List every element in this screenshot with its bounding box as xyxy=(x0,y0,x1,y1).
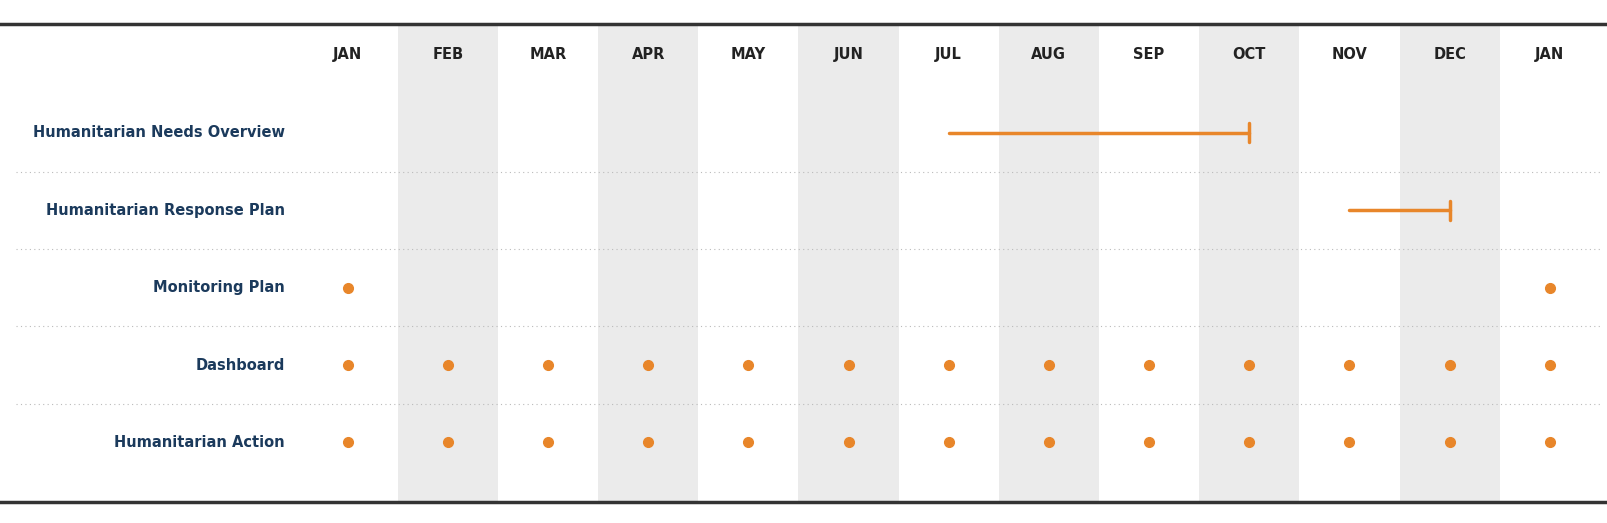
Text: MAY: MAY xyxy=(730,48,765,62)
Text: Dashboard: Dashboard xyxy=(194,358,284,372)
Text: JAN: JAN xyxy=(333,48,362,62)
Text: APR: APR xyxy=(632,48,664,62)
Text: Monitoring Plan: Monitoring Plan xyxy=(153,280,284,295)
Text: JUL: JUL xyxy=(935,48,961,62)
Text: Humanitarian Needs Overview: Humanitarian Needs Overview xyxy=(32,126,284,140)
Text: JAN: JAN xyxy=(1535,48,1564,62)
Text: Humanitarian Action: Humanitarian Action xyxy=(114,435,284,450)
Text: NOV: NOV xyxy=(1331,48,1366,62)
Text: OCT: OCT xyxy=(1233,48,1265,62)
Text: AUG: AUG xyxy=(1030,48,1065,62)
Text: JUN: JUN xyxy=(832,48,863,62)
Text: MAR: MAR xyxy=(529,48,566,62)
Text: Humanitarian Response Plan: Humanitarian Response Plan xyxy=(45,203,284,218)
Text: FEB: FEB xyxy=(432,48,463,62)
Text: DEC: DEC xyxy=(1432,48,1466,62)
Text: SEP: SEP xyxy=(1133,48,1163,62)
